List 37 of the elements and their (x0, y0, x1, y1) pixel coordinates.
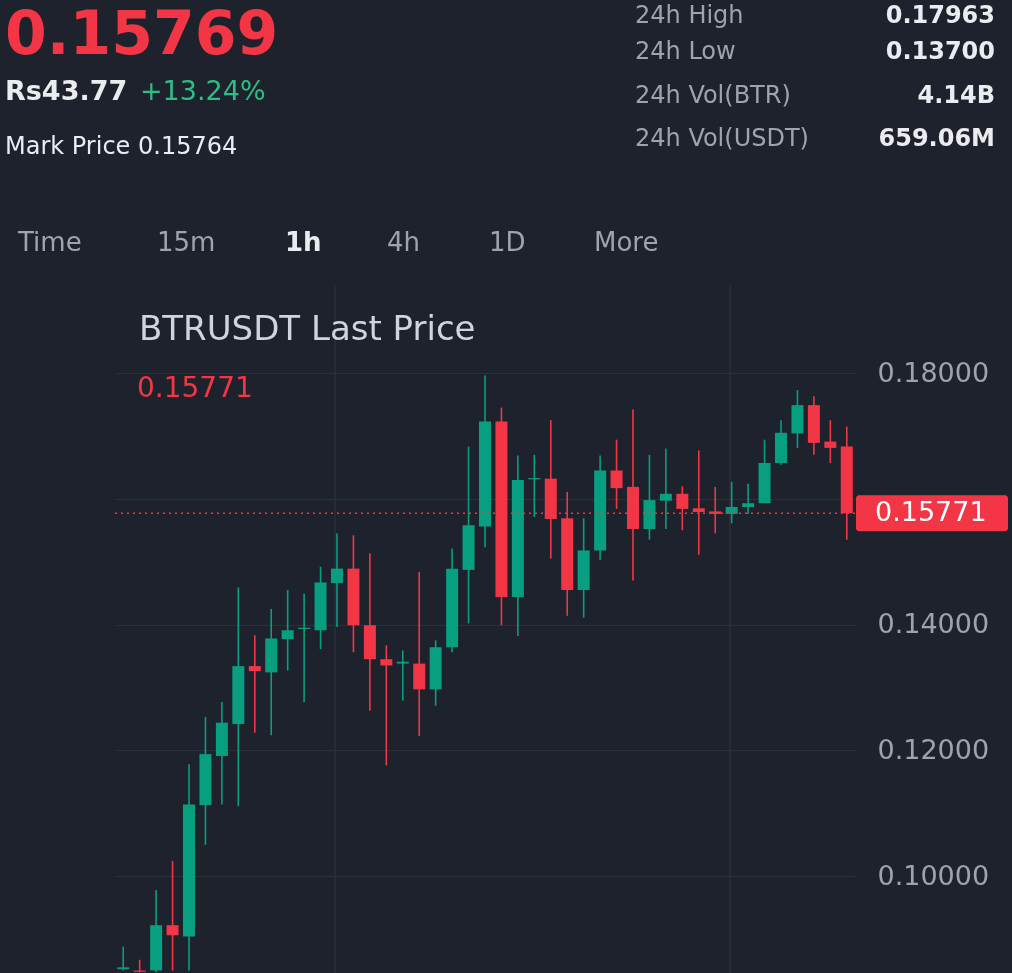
text: 0.17963 (885, 1, 995, 29)
text: +13.24% (140, 75, 266, 106)
annotation: 0.15771 (137, 371, 253, 404)
text: BTRUSDT Last Price (139, 308, 476, 348)
text: 24h Vol(USDT) (635, 124, 809, 152)
text: 15m (157, 227, 216, 257)
text: 1h (285, 227, 322, 257)
candlestick (331, 532, 343, 628)
text: 1D (489, 227, 526, 257)
text: Rs43.77 (5, 75, 128, 106)
candlestick (610, 438, 623, 510)
text: 24h Low (635, 37, 736, 65)
candlestick (117, 945, 130, 972)
text: 0.13700 (885, 37, 995, 65)
text: 4h (387, 227, 421, 257)
text: Time (17, 227, 82, 257)
text: Mark Price 0.15764 (5, 132, 238, 160)
text: 0.15769 (5, 0, 279, 68)
candlestick (166, 860, 179, 972)
candlestick (248, 634, 261, 734)
candlestick (396, 649, 409, 702)
text: 24h High (635, 1, 744, 29)
text: More (594, 227, 659, 257)
candlestick (659, 447, 672, 530)
text: 4.14B (917, 81, 995, 109)
ref-line-label: 0.15771 (875, 496, 987, 528)
y-tick-label: 0.12000 (877, 733, 990, 765)
candlestick (281, 589, 294, 672)
candlestick (725, 481, 738, 525)
y-tick-label: 0.10000 (877, 859, 990, 891)
y-tick-label: 0.18000 (877, 356, 990, 388)
candlestick (742, 482, 755, 515)
candlestick (824, 419, 837, 464)
text: 24h Vol(BTR) (635, 81, 791, 109)
candlestick (380, 644, 393, 767)
y-tick-label: 0.14000 (877, 608, 990, 640)
text: 659.06M (878, 124, 995, 152)
